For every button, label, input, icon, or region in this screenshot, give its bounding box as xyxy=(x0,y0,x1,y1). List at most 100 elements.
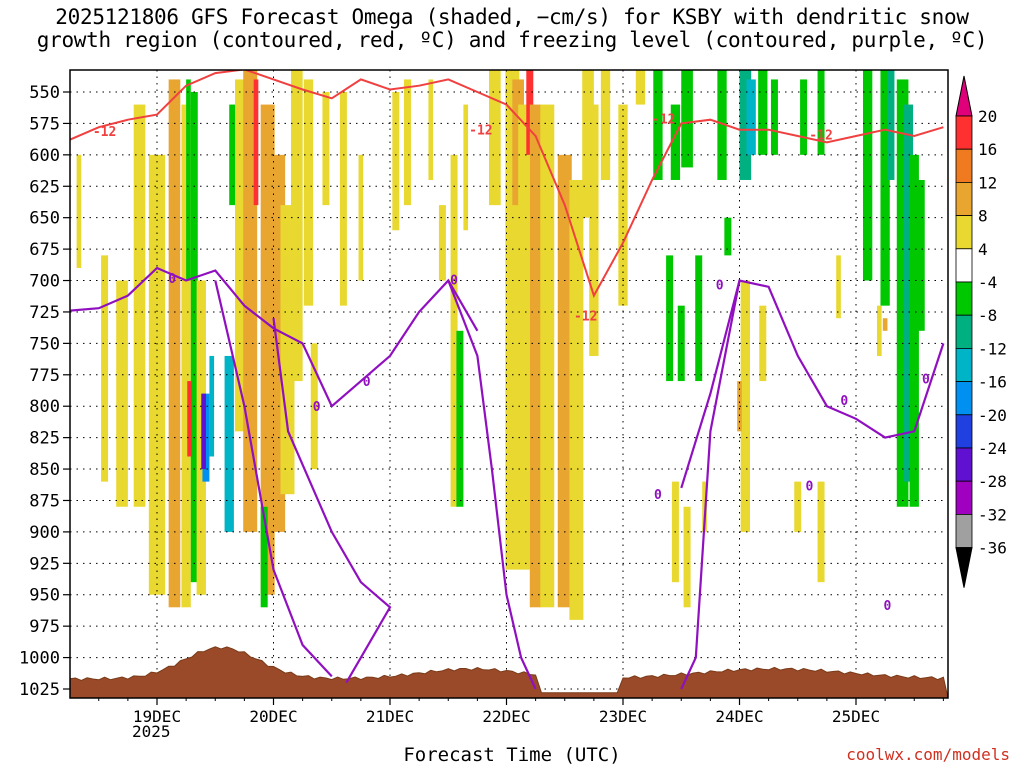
omega-shade-cell xyxy=(403,79,411,206)
omega-shade-cell xyxy=(681,70,693,168)
omega-shade-cell xyxy=(181,104,191,608)
omega-shade-cell xyxy=(896,79,909,507)
omega-shade-cell xyxy=(322,92,330,206)
omega-shade-cell xyxy=(915,179,925,331)
dgz-contour xyxy=(70,70,944,299)
omega-shade-cell xyxy=(148,154,166,595)
omega-shade-cell xyxy=(392,92,400,231)
contour-label: 0 xyxy=(840,394,848,409)
y-tick-label: 875 xyxy=(29,491,60,511)
omega-shade-cell xyxy=(670,104,681,180)
omega-shade-cell xyxy=(456,330,464,507)
colorbar-swatch xyxy=(955,281,973,316)
omega-shade-cell xyxy=(817,481,825,583)
contour-label: -12 xyxy=(652,112,675,127)
contour-label: 0 xyxy=(313,400,321,415)
terrain-surface xyxy=(70,646,948,698)
colorbar-swatch xyxy=(955,248,973,283)
omega-shade-cell xyxy=(186,79,191,281)
x-axis-year: 2025 xyxy=(132,722,171,741)
colorbar-swatch xyxy=(955,381,973,416)
freezing-contour-right xyxy=(680,279,945,489)
omega-shade-cell xyxy=(358,154,364,281)
omega-shade-cell xyxy=(310,343,318,470)
contour-label: 0 xyxy=(716,278,724,293)
y-tick-label: 650 xyxy=(29,209,60,229)
omega-shade-cell xyxy=(600,70,611,180)
x-tick-label: 25DEC xyxy=(832,707,880,726)
plot-frame xyxy=(69,69,949,699)
omega-shade-cell xyxy=(101,255,109,482)
omega-shade-cell xyxy=(794,481,802,532)
colorbar-swatch xyxy=(955,148,973,183)
omega-shade-cell xyxy=(303,79,314,306)
colorbar-swatch xyxy=(955,514,973,549)
contour-label: 0 xyxy=(450,273,458,288)
omega-shade-cell xyxy=(557,154,572,608)
colorbar-swatch xyxy=(955,115,973,150)
y-tick-label: 575 xyxy=(29,114,60,134)
y-tick-label: 975 xyxy=(29,617,60,637)
omega-shade-cell xyxy=(903,104,914,482)
omega-shade-cell xyxy=(695,255,703,382)
omega-shade-cell xyxy=(862,70,873,281)
omega-shade-cell xyxy=(518,104,530,570)
x-tick-label: 24DEC xyxy=(715,707,763,726)
omega-shade-cell xyxy=(683,506,691,608)
colorbar-swatch xyxy=(955,215,973,250)
contour-label: 0 xyxy=(168,272,176,287)
colorbar-label: -32 xyxy=(978,505,1007,524)
contour-label: -12 xyxy=(574,310,597,325)
omega-shade-cell xyxy=(770,79,778,155)
plot-area xyxy=(70,70,948,698)
omega-shade-cell xyxy=(746,79,756,155)
x-tick-label: 22DEC xyxy=(482,707,530,726)
x-tick-label: 21DEC xyxy=(366,707,414,726)
contour-label: 0 xyxy=(805,479,813,494)
x-axis-label: Forecast Time (UTC) xyxy=(403,744,621,766)
y-tick-label: 775 xyxy=(29,366,60,386)
colorbar-label: -36 xyxy=(978,539,1007,558)
colorbar-label: -24 xyxy=(978,439,1007,458)
omega-shade-cell xyxy=(569,179,584,620)
y-tick-label: 800 xyxy=(29,397,60,417)
colorbar-swatch xyxy=(955,414,973,449)
freezing-contour-descent-3 xyxy=(680,280,741,690)
colorbar-bottom-arrow xyxy=(955,547,973,588)
chart-title: 2025121806 GFS Forecast Omega (shaded, −… xyxy=(0,6,1024,52)
omega-shade-cell xyxy=(589,104,599,356)
omega-shade-cell xyxy=(635,70,646,105)
omega-shade-cell xyxy=(529,104,542,608)
y-tick-label: 750 xyxy=(29,334,60,354)
omega-shade-cell xyxy=(253,79,259,206)
omega-shade-cell xyxy=(739,70,752,180)
omega-shade-cell xyxy=(450,154,458,507)
omega-shade-cell xyxy=(717,70,727,180)
omega-shade-cell xyxy=(438,205,446,281)
contour-lines xyxy=(70,70,945,690)
contour-label: 0 xyxy=(922,373,930,388)
colorbar-top-arrow xyxy=(955,75,973,117)
y-tick-label: 925 xyxy=(29,554,60,574)
y-tick-label: 600 xyxy=(29,146,60,166)
x-tick-label: 20DEC xyxy=(249,707,297,726)
colorbar-swatch xyxy=(955,480,973,515)
freezing-contour-descent xyxy=(214,280,333,678)
omega-shade-cell xyxy=(116,280,128,507)
contour-label: 0 xyxy=(363,375,371,390)
y-tick-label: 625 xyxy=(29,177,60,197)
omega-shade-cell xyxy=(290,70,303,382)
omega-shade-cell xyxy=(800,79,808,155)
colorbar-swatch xyxy=(955,447,973,482)
contour-label: -12 xyxy=(809,129,832,144)
colorbar-swatch xyxy=(955,181,973,216)
omega-shade-cell xyxy=(260,506,268,608)
colorbar-label: -8 xyxy=(978,306,997,325)
colorbar-label: 4 xyxy=(978,240,988,259)
omega-shade-cell xyxy=(209,355,215,457)
omega-shade-cell xyxy=(224,355,234,532)
y-tick-label: 725 xyxy=(29,303,60,323)
colorbar-label: -28 xyxy=(978,472,1007,491)
omega-shade-cell xyxy=(724,217,732,256)
